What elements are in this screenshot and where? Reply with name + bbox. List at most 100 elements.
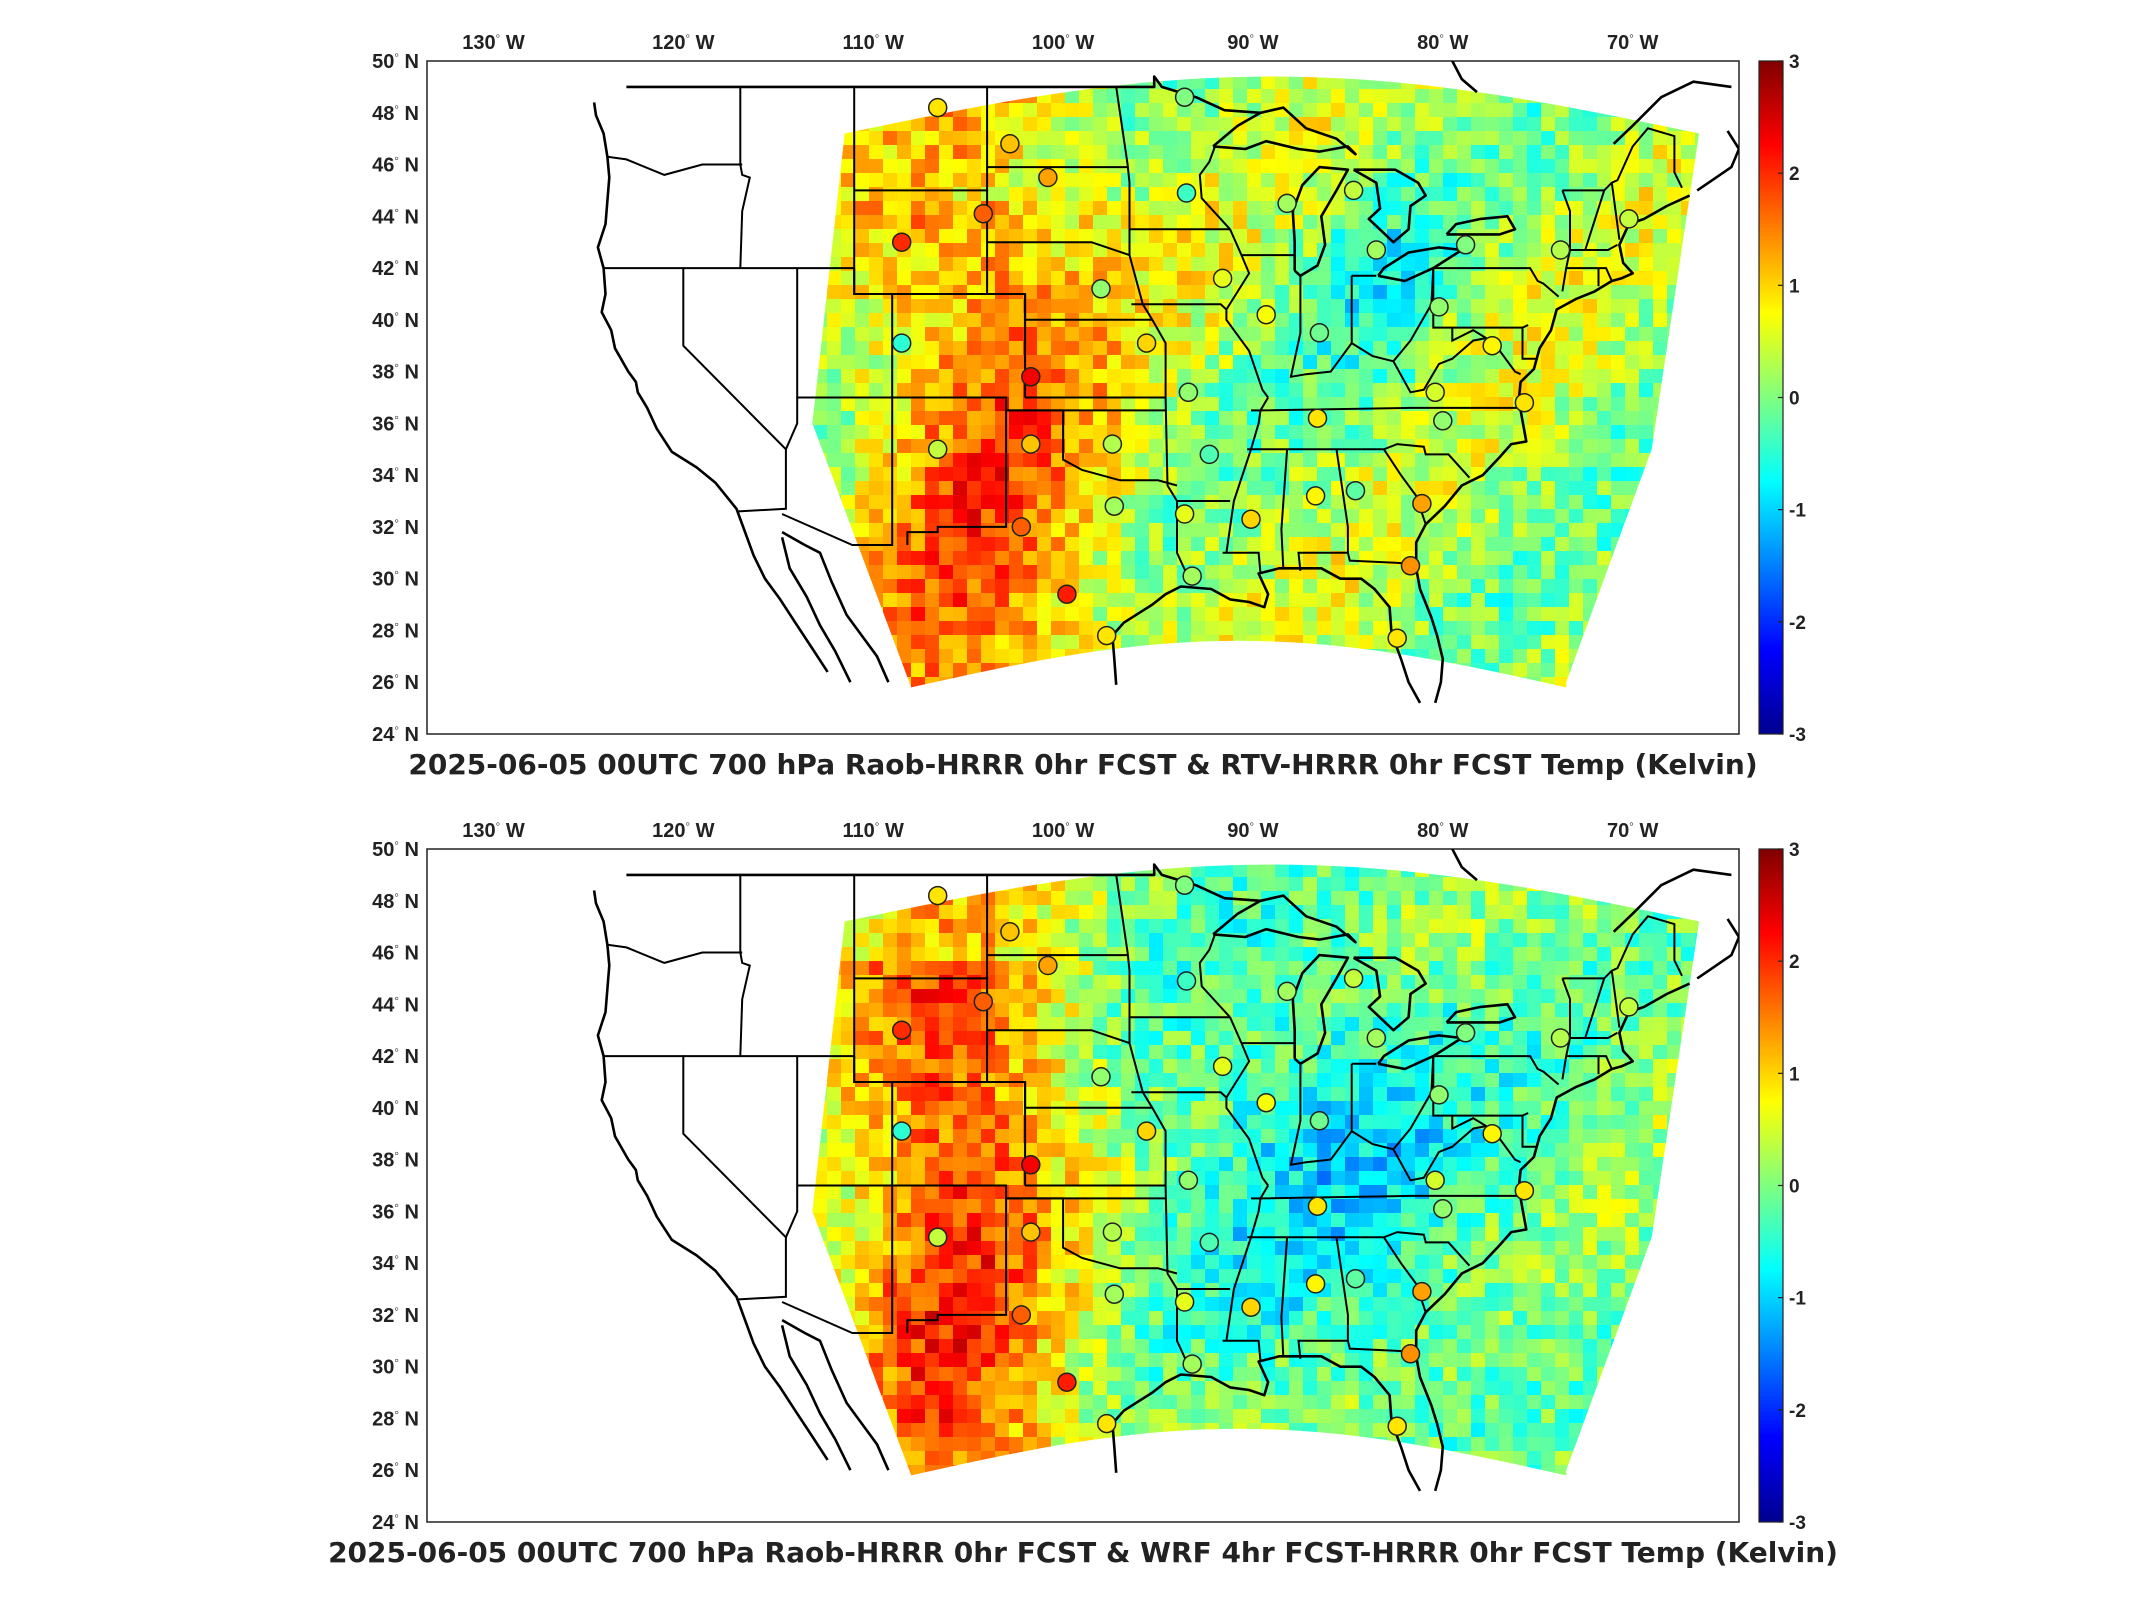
station-marker xyxy=(891,1020,912,1040)
colorbar-tick-label: 3 xyxy=(1789,52,1800,73)
coastline xyxy=(1111,1355,1422,1492)
latitude-label: 28◦ N xyxy=(372,1405,419,1431)
station-marker xyxy=(1400,556,1421,576)
station-marker xyxy=(927,1227,948,1248)
station-marker xyxy=(1011,517,1032,537)
state-border xyxy=(739,874,751,1057)
lake-outline xyxy=(1352,168,1427,244)
station-marker xyxy=(1000,922,1020,942)
station-marker xyxy=(1305,1274,1326,1294)
latitude-label: 36◦ N xyxy=(372,1197,419,1223)
station-marker xyxy=(1011,1305,1032,1325)
coastline xyxy=(1111,566,1422,704)
station-marker xyxy=(1345,480,1366,501)
colorbar-tick-label: -1 xyxy=(1789,1289,1806,1310)
station-marker xyxy=(1305,486,1326,506)
state-border xyxy=(1521,1115,1536,1148)
station-marker xyxy=(1514,392,1535,413)
coastline xyxy=(1612,868,1732,933)
colorbar-tick-label: -2 xyxy=(1789,613,1806,634)
state-border xyxy=(1584,978,1606,1039)
latitude-label: 24◦ N xyxy=(372,1508,419,1534)
state-border xyxy=(796,268,894,399)
colorbar-tick-label: 0 xyxy=(1789,389,1800,410)
lake-outline xyxy=(1445,1002,1517,1024)
state-border xyxy=(1610,970,1621,1028)
station-marker xyxy=(1182,566,1202,586)
state-border xyxy=(1260,1194,1521,1200)
station-marker xyxy=(1102,434,1123,454)
state-border xyxy=(1521,327,1536,360)
station-marker xyxy=(1425,382,1445,403)
station-marker xyxy=(1343,968,1364,989)
state-border xyxy=(607,943,743,964)
coastline xyxy=(592,102,829,673)
latitude-label: 46◦ N xyxy=(372,151,419,177)
station-marker xyxy=(1241,1297,1261,1317)
map-outlines xyxy=(592,849,1739,1492)
state-border xyxy=(1128,1042,1167,1186)
colorbar-tick-label: 1 xyxy=(1789,1064,1800,1085)
station-marker xyxy=(1021,1155,1041,1175)
station-marker xyxy=(1256,304,1276,325)
station-marker xyxy=(1091,1067,1111,1087)
station-marker xyxy=(1136,333,1157,353)
colorbar-tick-label: -2 xyxy=(1789,1401,1806,1422)
station-marker xyxy=(973,991,994,1012)
raob-stations xyxy=(891,87,1639,648)
latitude-label: 34◦ N xyxy=(372,461,419,487)
station-marker xyxy=(1256,1092,1276,1113)
station-marker xyxy=(1387,1416,1407,1436)
state-border xyxy=(1024,294,1153,321)
colorbar-tick-label: -1 xyxy=(1789,501,1806,522)
latitude-label: 48◦ N xyxy=(372,99,419,125)
state-border xyxy=(1131,1091,1228,1099)
longitude-label: 130◦ W xyxy=(462,816,525,842)
station-marker xyxy=(1550,1028,1571,1048)
state-border xyxy=(1225,228,1269,399)
longitude-label: 130◦ W xyxy=(462,28,525,54)
state-border xyxy=(1024,1082,1153,1109)
station-marker xyxy=(1366,1028,1387,1048)
lake-outline xyxy=(1445,215,1517,236)
station-marker xyxy=(1425,1170,1445,1191)
colorbar-tick-label: 3 xyxy=(1789,840,1800,861)
coastline xyxy=(780,536,852,683)
station-marker xyxy=(1514,1180,1535,1201)
raob-stations xyxy=(891,875,1639,1436)
latitude-label: 26◦ N xyxy=(372,1456,419,1482)
station-marker xyxy=(1309,1111,1330,1131)
state-border xyxy=(1115,874,1231,1019)
lake-outline xyxy=(1212,106,1357,156)
colorbar-tick-label: 2 xyxy=(1789,952,1800,973)
state-border xyxy=(1351,1056,1435,1151)
station-marker xyxy=(927,439,948,460)
colorbar-tick-label: 2 xyxy=(1789,164,1800,185)
state-border xyxy=(1392,1125,1487,1182)
state-border xyxy=(1280,1237,1289,1357)
state-border xyxy=(1584,190,1606,251)
station-marker xyxy=(1021,434,1041,454)
station-marker xyxy=(1550,240,1571,260)
state-border xyxy=(739,86,751,269)
station-marker xyxy=(1178,382,1199,403)
station-marker xyxy=(1199,1232,1220,1253)
coastline xyxy=(626,863,1261,903)
lake-outline xyxy=(1212,894,1357,944)
coastline xyxy=(1696,918,1739,980)
station-marker xyxy=(1102,1222,1123,1242)
station-marker xyxy=(1136,1121,1157,1141)
state-border xyxy=(1115,86,1231,231)
station-marker xyxy=(1429,297,1449,317)
station-marker xyxy=(927,97,948,118)
state-border xyxy=(1433,267,1560,298)
longitude-label: 70◦ W xyxy=(1607,28,1658,54)
longitude-label: 80◦ W xyxy=(1417,28,1468,54)
station-marker xyxy=(1307,408,1328,428)
colorbar-tick-label: -3 xyxy=(1789,1513,1806,1534)
panel-title: 2025-06-05 00UTC 700 hPa Raob-HRRR 0hr F… xyxy=(408,748,1757,781)
station-marker xyxy=(1345,1268,1366,1289)
latitude-label: 26◦ N xyxy=(372,668,419,694)
coastline xyxy=(781,530,890,683)
state-border xyxy=(781,397,894,546)
